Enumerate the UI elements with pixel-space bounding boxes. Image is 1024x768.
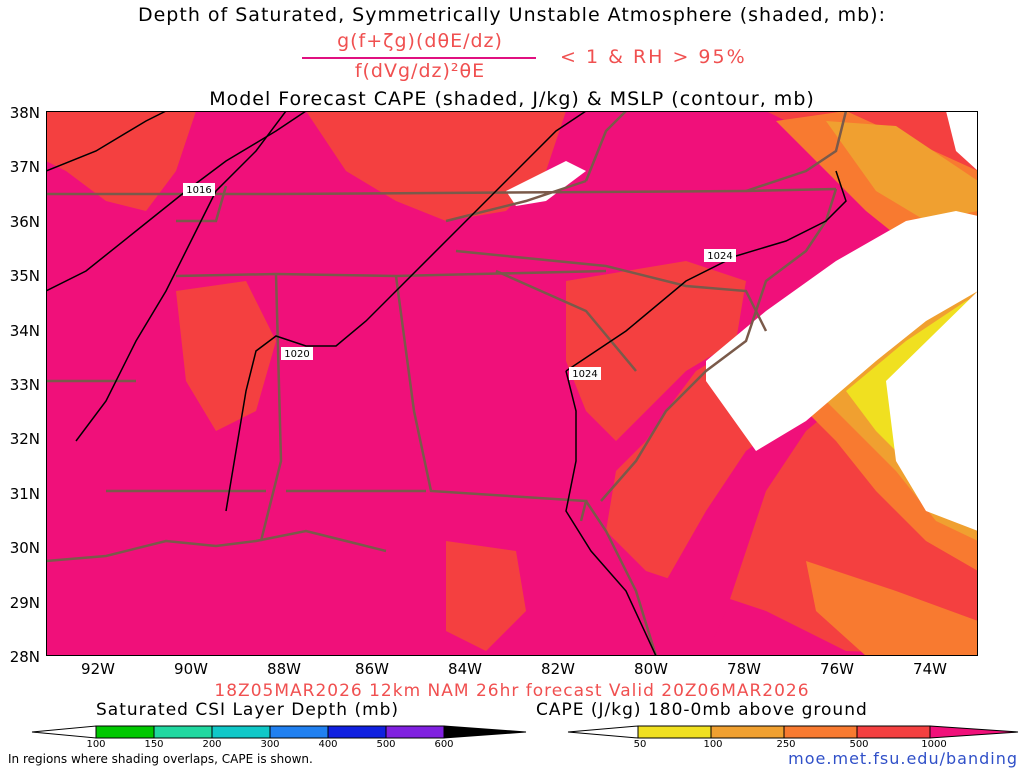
lat-label: 38N [9,104,40,122]
cape-tick: 1000 [921,739,947,750]
isobar-label-1024-south: 1024 [572,369,597,380]
cape-tick: 500 [849,739,869,750]
lat-label: 28N [9,648,40,666]
lat-label: 31N [9,485,40,503]
lon-label: 74W [913,660,947,678]
csi-colorbar [31,725,527,739]
isobar-label-1020: 1020 [284,349,309,360]
lon-label: 78W [727,660,761,678]
forecast-validity: 18Z05MAR2026 12km NAM 26hr forecast Vali… [214,681,810,701]
credit-link[interactable]: moe.met.fsu.edu/banding [788,749,1018,768]
lon-label: 76W [820,660,854,678]
isobar-labels: 1016 1020 1024 1024 [183,183,736,380]
isobar-label-1016: 1016 [186,185,211,196]
cape-tick: 250 [776,739,796,750]
csi-tick: 150 [144,739,164,750]
cape-shading-500-gulf [446,541,526,651]
csi-colorbar-segment [95,725,155,739]
cape-shading-500-nw [46,111,196,211]
forecast-map: 1016 1020 1024 1024 [46,111,978,656]
no-shading-offshore-south [886,291,978,531]
cape-shading-1000-atlantic-band [646,261,978,656]
isobar-label-box-3 [704,249,736,262]
formula-condition: < 1 & RH > 95% [560,46,747,68]
lat-label: 36N [9,213,40,231]
csi-colorbar-under [31,725,97,739]
cape-shading-500-east [566,261,746,441]
lon-label: 82W [541,660,575,678]
title-line-1: Depth of Saturated, Symmetrically Unstab… [137,4,886,26]
lon-label: 92W [81,660,115,678]
lon-label: 84W [448,660,482,678]
csi-tick: 600 [434,739,454,750]
csi-colorbar-segment [153,725,213,739]
cape-colorbar-over [929,725,1019,739]
lon-label: 80W [634,660,668,678]
lat-label: 29N [9,594,40,612]
cape-shading-500-west [176,281,276,431]
cape-colorbar-under [567,725,639,739]
cape-colorbar-segment [856,725,931,739]
formula-fraction-bar [302,57,536,59]
cape-shading-250-south [806,561,978,656]
csi-colorbar-over [443,725,527,739]
state-borders [46,111,848,656]
csi-colorbar-segment [269,725,329,739]
cape-colorbar-label: CAPE (J/kg) 180-0mb above ground [536,700,868,720]
csi-tick: 300 [260,739,280,750]
isobar-label-box-4 [569,367,601,380]
no-shading-offshore [706,211,978,451]
lat-label: 37N [9,158,40,176]
csi-colorbar-label: Saturated CSI Layer Depth (mb) [96,700,400,720]
lon-label: 90W [174,660,208,678]
isobar-label-1024-north: 1024 [707,251,732,262]
isobar-label-box-1 [183,183,215,196]
cape-tick: 50 [633,739,647,750]
formula-denominator: f(dVg/dz)²θE [354,60,486,82]
map-frame [46,111,978,656]
no-shading-virginia [506,161,586,206]
lon-label: 88W [267,660,301,678]
csi-colorbar-segment [211,725,271,739]
cape-colorbar [567,725,1019,739]
title-line-3: Model Forecast CAPE (shaded, J/kg) & MSL… [209,88,815,110]
csi-colorbar-segment [327,725,387,739]
cape-colorbar-segment [783,725,858,739]
formula-numerator: g(f+ζg)(dθE/dz) [337,30,503,52]
csi-tick: 500 [376,739,396,750]
lat-label: 33N [9,376,40,394]
isobar-label-box-2 [281,347,313,360]
cape-colorbar-segment [637,725,712,739]
csi-colorbar-segment [385,725,445,739]
cape-tick: 100 [703,739,723,750]
overlap-note: In regions where shading overlaps, CAPE … [8,752,313,766]
cape-shading-100-ne [826,121,978,221]
lat-label: 30N [9,539,40,557]
csi-tick: 200 [202,739,222,750]
lon-label: 86W [355,660,389,678]
lat-label: 32N [9,430,40,448]
cape-colorbar-segment [710,725,785,739]
lat-label: 34N [9,322,40,340]
csi-tick: 100 [86,739,106,750]
lat-label: 35N [9,267,40,285]
no-shading-northeast-corner [946,111,978,171]
csi-tick: 400 [318,739,338,750]
